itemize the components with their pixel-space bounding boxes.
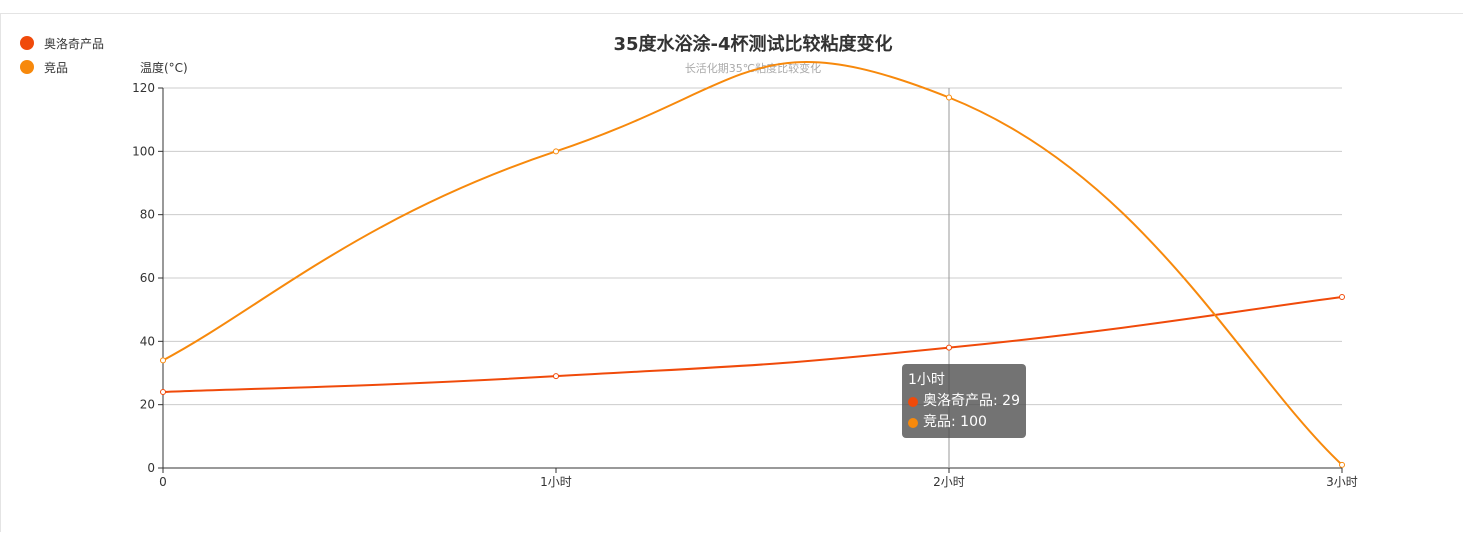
x-tick-label: 1小时 xyxy=(540,475,572,489)
data-point xyxy=(553,373,559,380)
y-tick-label: 60 xyxy=(140,271,155,285)
legend-item-series-1[interactable]: 奥洛奇产品 xyxy=(20,31,104,55)
tooltip-row-label: 竞品: 100 xyxy=(923,414,987,430)
legend-label: 奥洛奇产品 xyxy=(44,36,105,51)
x-tick-label: 3小时 xyxy=(1326,475,1358,489)
data-point xyxy=(160,357,166,364)
y-tick-label: 20 xyxy=(140,398,155,412)
tooltip-marker xyxy=(908,417,918,428)
x-tick-label: 0 xyxy=(159,475,167,489)
tooltip-row: 奥洛奇产品: 29 xyxy=(908,391,1020,412)
tooltip-row: 竞品: 100 xyxy=(908,412,1020,433)
tooltip: 1小时 奥洛奇产品: 29 竞品: 100 xyxy=(902,364,1026,438)
legend-marker xyxy=(20,60,34,74)
y-tick-label: 80 xyxy=(140,208,155,222)
data-point xyxy=(946,94,952,101)
data-point xyxy=(1339,294,1345,300)
legend-marker xyxy=(20,36,34,50)
y-tick-label: 100 xyxy=(132,144,155,158)
tooltip-marker xyxy=(908,396,918,407)
y-tick-label: 120 xyxy=(132,81,155,95)
y-tick-label: 0 xyxy=(147,461,155,475)
data-point xyxy=(946,344,952,351)
tooltip-title: 1小时 xyxy=(908,372,945,388)
legend-item-series-2[interactable]: 竞品 xyxy=(20,55,104,79)
legend-label: 竞品 xyxy=(44,60,69,75)
data-point xyxy=(160,389,166,395)
chart-title: 35度水浴涂-4杯测试比较粘度变化 xyxy=(613,34,893,55)
legend: 奥洛奇产品 竞品 xyxy=(20,31,104,79)
data-point xyxy=(1339,461,1345,468)
series-line xyxy=(162,61,1343,466)
tooltip-row-label: 奥洛奇产品: 29 xyxy=(923,393,1020,409)
y-axis-label: 温度(°C) xyxy=(140,61,188,75)
series-line xyxy=(162,296,1343,393)
chart-panel xyxy=(0,13,1463,532)
y-tick-label: 40 xyxy=(140,334,155,348)
chart-subtitle: 长活化期35℃粘度比较变化 xyxy=(684,62,822,75)
x-tick-label: 2小时 xyxy=(933,475,965,489)
data-point xyxy=(553,148,559,155)
